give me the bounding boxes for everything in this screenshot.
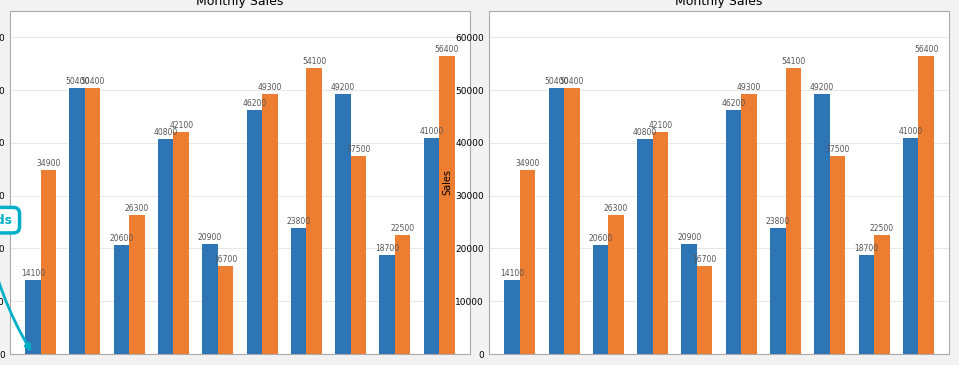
Bar xyxy=(246,110,262,354)
Text: 49300: 49300 xyxy=(258,83,282,92)
Text: 26300: 26300 xyxy=(125,204,149,213)
Text: 56400: 56400 xyxy=(914,45,938,54)
Bar xyxy=(395,235,410,354)
Text: 14100: 14100 xyxy=(500,269,524,277)
Bar xyxy=(726,110,741,354)
Bar xyxy=(380,255,395,354)
Text: 54100: 54100 xyxy=(302,57,326,66)
Text: 18700: 18700 xyxy=(854,244,878,253)
Bar xyxy=(697,266,713,354)
Text: 46200: 46200 xyxy=(243,99,267,108)
Bar xyxy=(218,266,233,354)
Text: 14100: 14100 xyxy=(21,269,45,277)
Bar xyxy=(424,138,439,354)
Bar xyxy=(785,69,801,354)
Text: 20900: 20900 xyxy=(198,233,222,242)
Bar xyxy=(202,244,218,354)
Bar xyxy=(549,88,564,354)
Bar xyxy=(919,56,934,354)
Bar xyxy=(174,132,189,354)
Bar xyxy=(85,88,101,354)
Text: 50400: 50400 xyxy=(560,77,584,86)
Bar xyxy=(858,255,874,354)
Text: 56400: 56400 xyxy=(434,45,459,54)
Text: 40800: 40800 xyxy=(633,128,657,137)
Text: 42100: 42100 xyxy=(648,121,672,130)
Text: 16700: 16700 xyxy=(214,255,238,264)
Text: 37500: 37500 xyxy=(826,145,850,154)
Text: 42100: 42100 xyxy=(169,121,194,130)
Text: 50400: 50400 xyxy=(81,77,105,86)
Text: 22500: 22500 xyxy=(870,224,894,233)
Bar xyxy=(770,228,785,354)
Text: 26300: 26300 xyxy=(604,204,628,213)
Text: 54100: 54100 xyxy=(782,57,806,66)
Text: 50400: 50400 xyxy=(544,77,569,86)
Bar xyxy=(291,228,306,354)
Text: 20600: 20600 xyxy=(589,234,613,243)
Bar xyxy=(40,170,57,354)
Text: 50400: 50400 xyxy=(65,77,89,86)
Text: 40800: 40800 xyxy=(153,128,177,137)
Bar xyxy=(504,280,520,354)
Text: 18700: 18700 xyxy=(375,244,399,253)
Bar xyxy=(637,139,653,354)
Bar xyxy=(336,94,351,354)
Bar xyxy=(114,245,129,354)
Title: Monthly Sales: Monthly Sales xyxy=(197,0,284,8)
Bar xyxy=(564,88,579,354)
Bar xyxy=(69,88,85,354)
Bar xyxy=(351,156,366,354)
Text: 22500: 22500 xyxy=(390,224,415,233)
Text: 23800: 23800 xyxy=(765,217,790,226)
Bar xyxy=(830,156,845,354)
Text: 34900: 34900 xyxy=(515,159,540,168)
Text: 16700: 16700 xyxy=(692,255,716,264)
Bar xyxy=(608,215,623,354)
Text: 41000: 41000 xyxy=(419,127,444,135)
Bar xyxy=(902,138,919,354)
Bar xyxy=(439,56,455,354)
Title: Monthly Sales: Monthly Sales xyxy=(675,0,762,8)
Bar xyxy=(262,94,277,354)
Text: 49200: 49200 xyxy=(810,83,834,92)
Text: 49300: 49300 xyxy=(737,83,761,92)
Text: 23800: 23800 xyxy=(287,217,311,226)
Text: Legends: Legends xyxy=(0,214,30,349)
Bar xyxy=(593,245,608,354)
Text: 49200: 49200 xyxy=(331,83,355,92)
Bar xyxy=(129,215,145,354)
Y-axis label: Sales: Sales xyxy=(442,169,453,196)
Bar xyxy=(682,244,697,354)
Bar xyxy=(306,69,322,354)
Text: 46200: 46200 xyxy=(721,99,745,108)
Bar xyxy=(158,139,174,354)
Bar xyxy=(25,280,40,354)
Bar xyxy=(653,132,668,354)
Bar xyxy=(520,170,535,354)
Text: 20600: 20600 xyxy=(109,234,133,243)
Bar xyxy=(874,235,890,354)
Text: 34900: 34900 xyxy=(36,159,60,168)
Bar xyxy=(741,94,757,354)
Text: 41000: 41000 xyxy=(899,127,923,135)
Text: 37500: 37500 xyxy=(346,145,370,154)
Text: 20900: 20900 xyxy=(677,233,701,242)
Bar xyxy=(814,94,830,354)
